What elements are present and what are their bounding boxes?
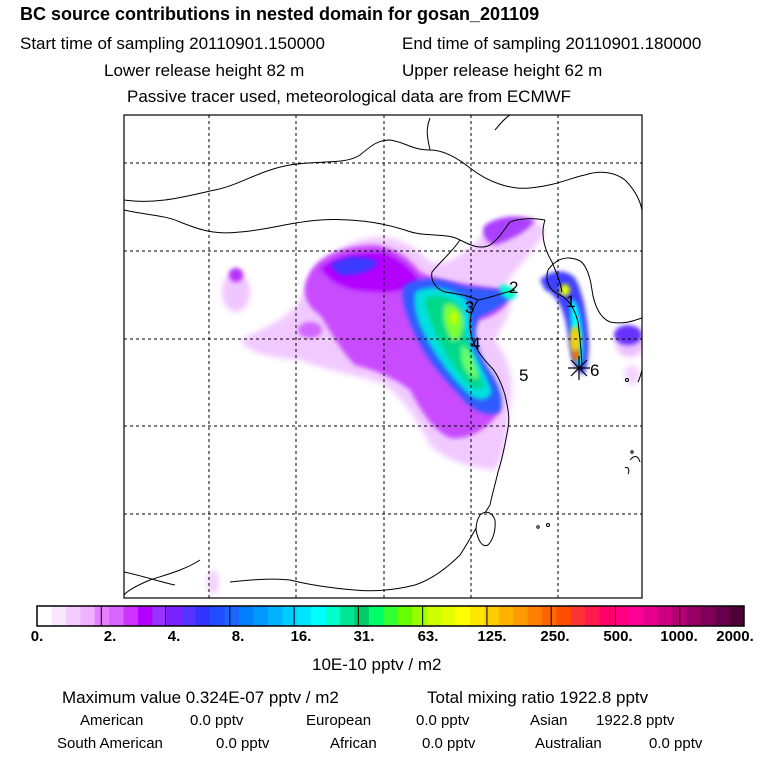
colorbar-swatch — [397, 606, 413, 626]
plume-hotspots — [450, 284, 580, 361]
colorbar-swatch — [340, 606, 355, 626]
plot-title: BC source contributions in nested domain… — [20, 4, 540, 24]
graticule — [124, 115, 642, 598]
colorbar-swatch — [267, 606, 283, 626]
region-label-2: 2 — [509, 278, 518, 297]
european-value: 0.0 pptv — [416, 712, 470, 729]
colorbar-tick: 4. — [167, 628, 181, 645]
colorbar-swatch — [469, 606, 485, 626]
south-american-value: 0.0 pptv — [216, 735, 270, 752]
colorbar-tick: 63. — [417, 628, 439, 645]
colorbar-swatch — [628, 606, 644, 626]
start-time: Start time of sampling 20110901.150000 — [20, 34, 325, 53]
colorbar-swatch — [729, 606, 745, 626]
colorbar-unit: 10E-10 pptv / m2 — [312, 655, 442, 674]
asian-label: Asian — [530, 712, 568, 729]
asian-value: 1922.8 pptv — [596, 712, 675, 729]
total-mixing-ratio: Total mixing ratio 1922.8 pptv — [427, 688, 649, 707]
colorbar-swatch — [455, 606, 471, 626]
colorbar-swatch — [239, 606, 254, 626]
colorbar-tick: 16. — [290, 628, 312, 645]
colorbar-swatch — [152, 606, 168, 626]
map-frame — [123, 114, 643, 599]
colorbar-swatch — [527, 606, 543, 626]
colorbar-swatch — [253, 606, 269, 626]
colorbar-swatch — [37, 606, 52, 626]
colorbar-swatch — [585, 606, 601, 626]
colorbar-swatch — [123, 606, 139, 626]
coastlines — [124, 115, 642, 596]
australian-label: Australian — [535, 735, 602, 752]
colorbar-swatch — [282, 606, 298, 626]
american-label: American — [80, 712, 144, 729]
colorbar-swatch — [700, 606, 716, 626]
european-label: European — [306, 712, 372, 729]
south-american-label: South American — [57, 735, 163, 752]
colorbar-tick: 1000. — [660, 628, 698, 645]
colorbar-swatch — [80, 606, 96, 626]
colorbar-tick: 2. — [103, 628, 117, 645]
colorbar-swatch — [224, 606, 240, 626]
colorbar-tick: 31. — [353, 628, 375, 645]
region-label-1: 1 — [566, 292, 575, 311]
colorbar-swatch — [570, 606, 586, 626]
region-labels: 1 2 3 4 5 6 — [465, 278, 599, 385]
colorbar-swatch — [498, 606, 514, 626]
end-time: End time of sampling 20110901.180000 — [402, 34, 702, 53]
colorbar-swatch — [368, 606, 384, 626]
colorbar-swatch — [195, 606, 211, 626]
colorbar-swatch — [513, 606, 529, 626]
australian-value: 0.0 pptv — [649, 735, 703, 752]
colorbar-swatch — [138, 606, 153, 626]
colorbar-tick: 8. — [231, 628, 245, 645]
region-label-3: 3 — [465, 298, 474, 317]
colorbar-swatch — [643, 606, 658, 626]
colorbar-swatch — [599, 606, 615, 626]
colorbar-swatch — [412, 606, 428, 626]
colorbar-swatch — [166, 606, 182, 626]
colorbar-swatch — [65, 606, 81, 626]
african-value: 0.0 pptv — [422, 735, 476, 752]
colorbar-swatch — [354, 606, 370, 626]
african-label: African — [330, 735, 377, 752]
colorbar-swatch — [383, 606, 399, 626]
islands — [536, 378, 634, 529]
colorbar-frame — [36, 605, 745, 627]
colorbar-swatch — [181, 606, 197, 626]
colorbar-swatch — [614, 606, 630, 626]
region-label-6: 6 — [590, 361, 599, 380]
colorbar-swatch — [686, 606, 702, 626]
colorbar-tick: 500. — [603, 628, 633, 645]
tracer-note: Passive tracer used, meteorological data… — [127, 87, 572, 106]
colorbar-swatch — [325, 606, 341, 626]
receptor-marker — [568, 356, 590, 380]
colorbar-swatch — [715, 606, 731, 626]
region-label-5: 5 — [519, 366, 528, 385]
region-label-4: 4 — [471, 334, 480, 353]
colorbar-swatch — [210, 606, 226, 626]
plume-core — [414, 284, 584, 400]
colorbar-swatch — [484, 606, 500, 626]
colorbar-swatch — [657, 606, 673, 626]
colorbar-tick: 0. — [30, 628, 44, 645]
lower-release-height: Lower release height 82 m — [104, 61, 305, 80]
maximum-value: Maximum value 0.324E-07 pptv / m2 — [62, 688, 339, 707]
map-area — [124, 115, 642, 596]
colorbar-swatch — [311, 606, 327, 626]
colorbar-swatch — [556, 606, 572, 626]
colorbar-swatch — [296, 606, 312, 626]
colorbar-swatch — [94, 606, 110, 626]
colorbar-tick: 250. — [540, 628, 570, 645]
american-value: 0.0 pptv — [190, 712, 244, 729]
colorbar-swatch — [109, 606, 125, 626]
upper-release-height: Upper release height 62 m — [402, 61, 603, 80]
colorbar-swatch — [426, 606, 442, 626]
colorbar — [36, 605, 745, 627]
colorbar-tick: 125. — [477, 628, 507, 645]
colorbar-swatch — [542, 606, 557, 626]
colorbar-swatch — [441, 606, 456, 626]
colorbar-swatch — [51, 606, 67, 626]
colorbar-tick: 2000. — [716, 628, 754, 645]
